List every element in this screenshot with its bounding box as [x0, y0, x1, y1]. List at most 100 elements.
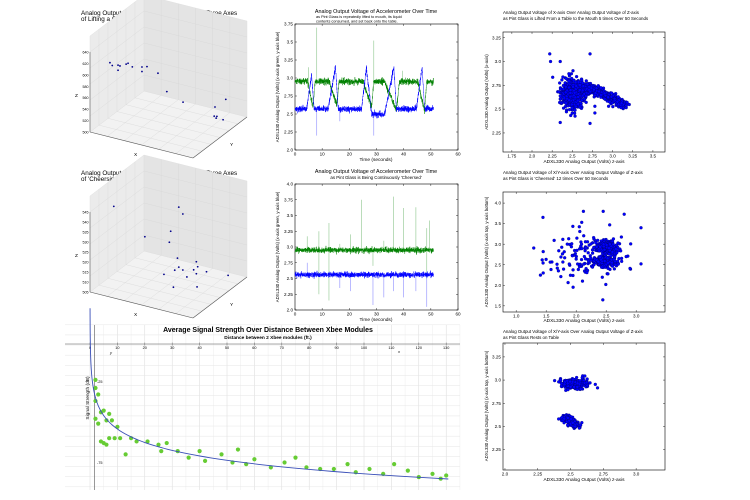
scatter-point — [611, 105, 615, 109]
scatter3d-point — [181, 269, 184, 271]
scatter-point — [580, 98, 584, 103]
x-tick-label: 2.5 — [603, 314, 610, 319]
scatter-point — [564, 85, 568, 89]
scatter3d-point — [177, 206, 180, 209]
scatter-point — [558, 100, 562, 105]
scatter-point — [541, 249, 545, 254]
scatter-point — [561, 260, 565, 264]
grid-line — [89, 186, 248, 229]
fit-curve — [89, 308, 449, 480]
data-point — [392, 462, 397, 467]
scatter3d-point — [213, 115, 216, 118]
scatter-point — [574, 104, 578, 109]
scatter-point — [604, 282, 608, 287]
scatter-point — [588, 121, 592, 126]
scatter-point — [603, 97, 607, 101]
data-point — [405, 468, 410, 473]
data-point — [304, 465, 309, 470]
scatter-point — [573, 91, 577, 95]
y-tick-label: 2.25 — [284, 130, 293, 135]
x-tick-label: 50 — [428, 312, 434, 317]
scatter-point — [586, 251, 590, 255]
scatter-point — [601, 298, 605, 302]
y-axis-label: Y — [230, 302, 234, 308]
chart-subtitle: as Pint Glass is Being Continuously 'Che… — [330, 175, 421, 180]
y-axis-label: ADXL330 Analog Output (Volts) (x-axis to… — [484, 350, 489, 461]
scatter-point — [564, 101, 568, 105]
scatter3d-point — [215, 117, 218, 120]
scatter-point — [555, 262, 559, 266]
z-tick-label: 620 — [83, 62, 89, 66]
data-point — [145, 439, 150, 444]
data-point — [96, 421, 101, 426]
chart-title: Analog Output Voltage of Accelerometer O… — [315, 169, 437, 175]
data-point — [104, 418, 109, 423]
scatter-point — [628, 266, 632, 271]
scatter-point — [606, 272, 610, 276]
scatter-point — [616, 249, 621, 253]
scatter-point — [580, 220, 584, 224]
z-tick-label: 505 — [83, 291, 89, 295]
data-point — [101, 408, 106, 413]
z-tick-label: 540 — [83, 221, 89, 225]
scatter-point — [568, 95, 573, 99]
x-tick-label: 2.25 — [533, 472, 542, 477]
3d-lifting-chart: Analog Output Voltage (V=value/200) On A… — [75, 0, 248, 159]
scatter-point — [567, 85, 571, 90]
scatter3d-point — [157, 72, 159, 75]
scatter-point — [610, 260, 614, 265]
data-point — [123, 452, 128, 457]
z-tick-label: 500 — [83, 131, 89, 135]
scatter-point — [571, 268, 575, 272]
scatter-point — [606, 261, 610, 265]
cheersing-xyz-scatter-chart: Analog Output Voltage of X/Y-axis Over A… — [484, 170, 666, 324]
scatter-point — [612, 96, 617, 101]
z-tick-label: 640 — [83, 51, 89, 55]
scatter3d-point — [112, 205, 115, 208]
scatter-point — [572, 111, 577, 115]
y-tick-label: 3.25 — [284, 229, 293, 234]
grid-line — [89, 10, 248, 53]
scatter-point — [577, 265, 582, 269]
scatter-point — [566, 423, 570, 427]
scatter-point — [541, 215, 545, 220]
y-axis-line — [192, 276, 248, 319]
scatter-point — [619, 256, 624, 260]
y-tick-label: 2.5 — [287, 112, 294, 117]
y-tick-label: 3.75 — [284, 197, 293, 202]
x-tick-label: 20 — [347, 152, 353, 157]
x-axis-label: ADXL330 Analog Output (Volts) z-axis — [543, 159, 625, 165]
y-tick-label: 3.0 — [495, 378, 502, 383]
scatter-point — [610, 264, 615, 268]
x-tick-label: 3.0 — [633, 472, 640, 477]
chart-subtitle: as Pint Glass is Lifted From a Table to … — [503, 16, 649, 21]
x-tick-label: 1.0 — [513, 314, 520, 319]
y-tick-label: 3.75 — [284, 22, 293, 27]
scatter-point — [571, 85, 575, 89]
y-axis-letter: y — [109, 350, 113, 355]
scatter-point — [581, 81, 585, 85]
grid-line — [175, 176, 231, 314]
data-point — [107, 411, 112, 416]
scatter-point — [582, 254, 586, 259]
scatter-point — [558, 120, 562, 125]
scatter-point — [568, 91, 572, 95]
scatter-point — [576, 98, 580, 103]
scatter-point — [573, 424, 577, 429]
data-point — [331, 466, 336, 472]
scatter-point — [592, 88, 596, 92]
chart-title: Analog Output Voltage of X/Y-axis Over A… — [503, 170, 643, 175]
scatter3d-point — [222, 118, 224, 121]
scatter-point — [620, 259, 624, 263]
x-axis-letter: x — [397, 349, 401, 354]
y-tick-label: 2.0 — [287, 148, 294, 153]
scatter-point — [568, 379, 572, 384]
scatter3d-point — [143, 235, 146, 238]
scatter-point — [584, 100, 588, 105]
scatter-point — [583, 374, 587, 378]
scatter-point — [576, 267, 580, 272]
scatter-point — [601, 242, 606, 246]
z-tick-label: 580 — [83, 85, 89, 89]
scatter-point — [605, 256, 610, 260]
scatter-point — [589, 256, 593, 260]
